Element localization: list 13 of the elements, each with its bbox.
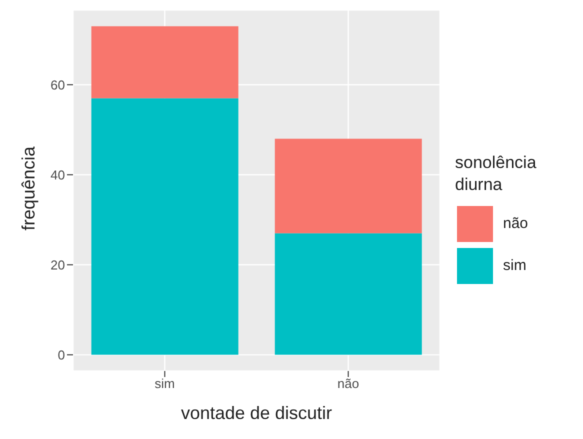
bar xyxy=(91,26,238,98)
y-tick-label: 40 xyxy=(50,167,65,182)
y-axis-title: frequência xyxy=(18,145,38,230)
x-axis-title: vontade de discutir xyxy=(180,403,332,423)
legend-title: sonolência diurna xyxy=(455,152,538,196)
y-tick-label: 60 xyxy=(50,77,65,92)
y-tick-label: 0 xyxy=(58,347,65,362)
bar xyxy=(274,138,422,234)
legend-label: não xyxy=(503,215,528,232)
bar xyxy=(274,233,422,355)
bar xyxy=(91,98,238,355)
legend-label: sim xyxy=(503,257,526,274)
y-tick-label: 20 xyxy=(50,257,65,272)
